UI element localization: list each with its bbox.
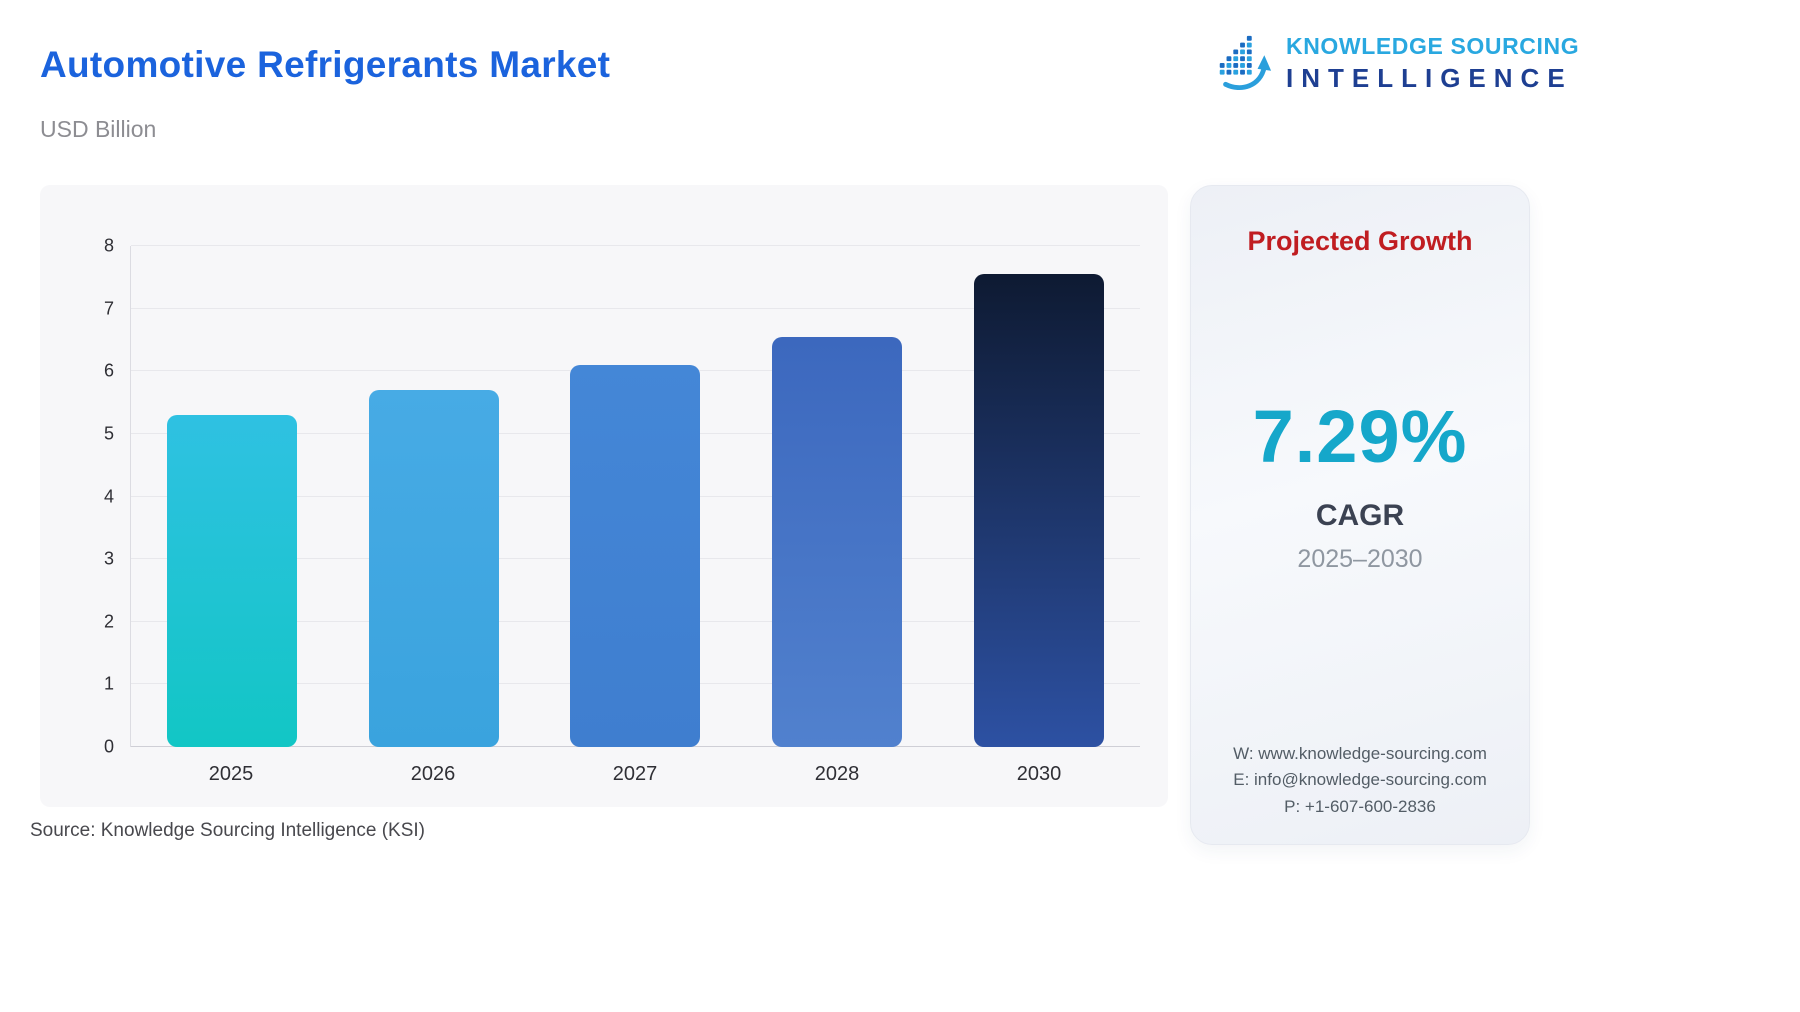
- x-axis-label: 2028: [814, 763, 860, 785]
- bar-2025: [166, 415, 297, 747]
- cagr-value: 7.29%: [1252, 394, 1468, 478]
- gridline: [131, 245, 1140, 246]
- plot-area: 0 1 2 3 4 5 6 7 8: [104, 236, 1140, 757]
- cagr-period: 2025–2030: [1297, 544, 1423, 573]
- y-tick-label: 7: [103, 298, 114, 319]
- y-axis-unit-label: USD Billion: [40, 116, 157, 142]
- bar-2027: [570, 365, 701, 747]
- logo-swoosh: [1223, 64, 1267, 91]
- y-tick-label: 2: [103, 611, 114, 632]
- logo-icon: [1219, 35, 1272, 91]
- chart-panel: 0 1 2 3 4 5 6 7 8 2025 2026 2027 2028 2030: [40, 185, 1168, 807]
- logo-line1: KNOWLEDGE SOURCING: [1286, 32, 1580, 59]
- bar-slot: [535, 246, 737, 747]
- x-axis-label: 2027: [612, 763, 658, 785]
- logo-arrowhead: [1257, 55, 1272, 71]
- x-axis-label: 2025: [208, 763, 254, 785]
- contact-phone: P: +1-607-600-2836: [1284, 796, 1436, 816]
- x-labels-row: 2025 2026 2027 2028 2030: [130, 763, 1140, 786]
- contact-website: W: www.knowledge-sourcing.com: [1233, 743, 1487, 763]
- x-axis-label: 2030: [1016, 763, 1062, 785]
- company-logo: KNOWLEDGE SOURCING INTELLIGENCE: [1212, 32, 1579, 94]
- bar-slot: [736, 246, 938, 747]
- contact-block: W: www.knowledge-sourcing.com E: info@kn…: [1233, 741, 1487, 820]
- logo-pixels: [1219, 35, 1252, 75]
- logo-text: KNOWLEDGE SOURCING INTELLIGENCE: [1286, 33, 1579, 94]
- source-note: Source: Knowledge Sourcing Intelligence …: [30, 820, 426, 841]
- y-tick-label: 0: [103, 736, 114, 757]
- page-title: Automotive Refrigerants Market: [40, 44, 611, 85]
- cagr-label: CAGR: [1315, 498, 1405, 532]
- growth-middle: 7.29% CAGR 2025–2030: [1253, 227, 1468, 741]
- logo-line2: INTELLIGENCE: [1286, 62, 1573, 93]
- gridline: [131, 307, 1140, 309]
- bar-slot: [938, 246, 1140, 747]
- bar-2026: [368, 390, 499, 747]
- y-tick-label: 4: [103, 486, 114, 506]
- growth-heading: Projected Growth: [1247, 226, 1473, 256]
- bar-slot: [333, 246, 535, 747]
- y-tick-label: 5: [103, 423, 114, 444]
- projected-growth-panel: Projected Growth 7.29% CAGR 2025–2030 W:…: [1190, 185, 1530, 845]
- contact-email: E: info@knowledge-sourcing.com: [1233, 770, 1487, 790]
- y-tick-label: 1: [103, 673, 114, 694]
- bar-2030: [974, 274, 1105, 747]
- y-tick-label: 8: [103, 235, 114, 256]
- bars-row: [131, 246, 1140, 747]
- bar-2028: [772, 336, 903, 747]
- y-tick-label: 3: [103, 548, 114, 569]
- y-tick-label: 6: [103, 360, 114, 381]
- bar-slot: [131, 246, 333, 747]
- x-axis-label: 2026: [410, 763, 456, 785]
